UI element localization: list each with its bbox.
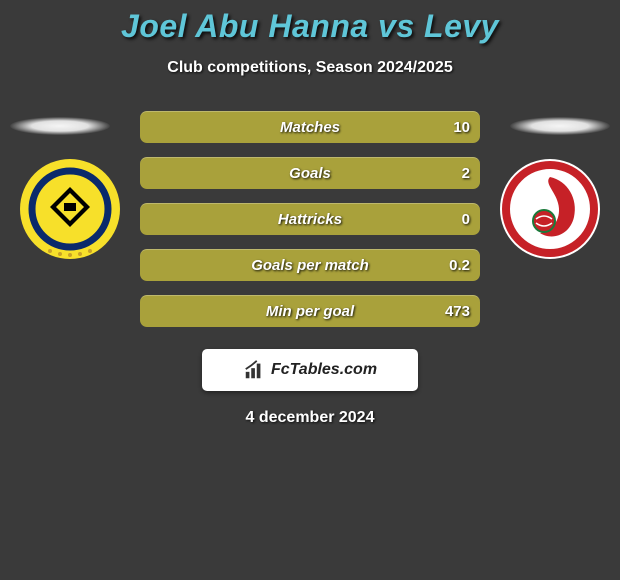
club-badge-right	[500, 159, 600, 259]
stat-label: Goals per match	[251, 257, 369, 274]
stat-row: Goals per match 0.2	[140, 249, 480, 281]
stat-value-right: 0	[462, 211, 470, 228]
stat-value-right: 473	[445, 303, 470, 320]
player-silhouette-right	[510, 117, 610, 135]
stat-fill-left	[140, 157, 310, 189]
brand-text: FcTables.com	[271, 361, 377, 379]
stat-label: Min per goal	[266, 303, 354, 320]
page-subtitle: Club competitions, Season 2024/2025	[0, 59, 620, 77]
page-title: Joel Abu Hanna vs Levy	[0, 0, 620, 45]
stat-value-right: 2	[462, 165, 470, 182]
stat-label: Hattricks	[278, 211, 342, 228]
stat-row: Min per goal 473	[140, 295, 480, 327]
stat-value-right: 10	[453, 119, 470, 136]
stat-fill-right	[310, 157, 480, 189]
player-silhouette-left	[10, 117, 110, 135]
stat-row: Matches 10	[140, 111, 480, 143]
stat-value-right: 0.2	[449, 257, 470, 274]
date-text: 4 december 2024	[0, 409, 620, 427]
brand-chart-icon	[243, 359, 265, 381]
stat-label: Matches	[280, 119, 340, 136]
comparison-panel: Matches 10 Goals 2 Hattricks 0 Goals per match…	[0, 107, 620, 427]
stat-row: Hattricks 0	[140, 203, 480, 235]
club-crest-right-icon	[500, 159, 600, 259]
club-badge-left-inner	[20, 159, 120, 259]
stat-label: Goals	[289, 165, 331, 182]
club-badge-left	[20, 159, 120, 259]
stat-row: Goals 2	[140, 157, 480, 189]
club-crest-left-icon	[20, 159, 120, 259]
club-badge-right-inner	[500, 159, 600, 259]
stat-bars: Matches 10 Goals 2 Hattricks 0 Goals per match…	[140, 107, 480, 327]
brand-badge: FcTables.com	[202, 349, 418, 391]
